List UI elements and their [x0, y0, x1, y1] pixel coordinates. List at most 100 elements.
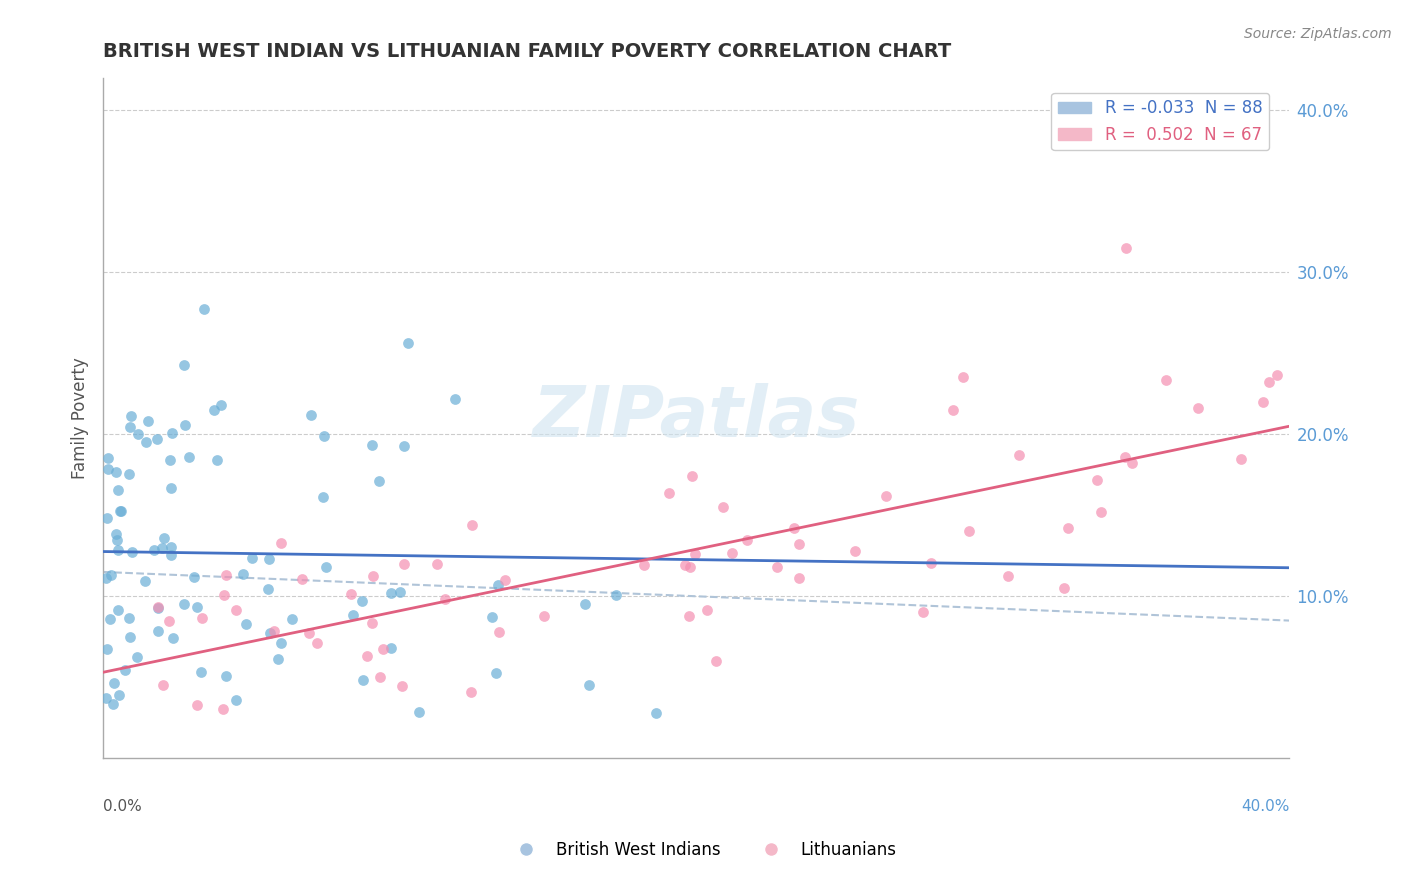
Point	[114, 663, 136, 677]
Point	[368, 670, 391, 684]
Point	[673, 558, 696, 572]
Point	[920, 556, 942, 570]
Point	[706, 655, 728, 669]
Point	[426, 557, 449, 571]
Point	[177, 450, 200, 464]
Point	[96, 511, 118, 525]
Point	[135, 435, 157, 450]
Point	[392, 557, 415, 571]
Point	[460, 518, 482, 533]
Point	[787, 572, 810, 586]
Point	[98, 611, 121, 625]
Point	[108, 504, 131, 518]
Text: Source: ZipAtlas.com: Source: ZipAtlas.com	[1244, 27, 1392, 41]
Point	[225, 693, 247, 707]
Point	[942, 403, 965, 417]
Point	[312, 490, 335, 504]
Point	[100, 567, 122, 582]
Point	[380, 640, 402, 655]
Point	[120, 630, 142, 644]
Point	[215, 568, 238, 582]
Point	[312, 429, 335, 443]
Point	[408, 705, 430, 719]
Point	[150, 541, 173, 555]
Point	[96, 641, 118, 656]
Point	[162, 426, 184, 441]
Point	[391, 679, 413, 693]
Point	[159, 481, 181, 495]
Point	[101, 697, 124, 711]
Point	[352, 594, 374, 608]
Point	[94, 691, 117, 706]
Point	[212, 702, 235, 716]
Point	[97, 450, 120, 465]
Point	[152, 678, 174, 692]
Point	[125, 650, 148, 665]
Point	[148, 624, 170, 638]
Point	[1057, 521, 1080, 535]
Point	[952, 370, 974, 384]
Point	[481, 610, 503, 624]
Point	[214, 668, 236, 682]
Point	[605, 588, 627, 602]
Point	[104, 465, 127, 479]
Point	[232, 566, 254, 581]
Point	[291, 572, 314, 586]
Point	[270, 635, 292, 649]
Point	[186, 599, 208, 614]
Point	[103, 675, 125, 690]
Point	[633, 558, 655, 572]
Point	[533, 609, 555, 624]
Point	[683, 547, 706, 561]
Point	[444, 392, 467, 407]
Point	[1008, 448, 1031, 462]
Point	[679, 560, 702, 574]
Point	[142, 543, 165, 558]
Point	[118, 420, 141, 434]
Point	[356, 648, 378, 663]
Point	[460, 685, 482, 699]
Point	[494, 573, 516, 587]
Text: BRITISH WEST INDIAN VS LITHUANIAN FAMILY POVERTY CORRELATION CHART: BRITISH WEST INDIAN VS LITHUANIAN FAMILY…	[103, 42, 952, 61]
Point	[173, 598, 195, 612]
Point	[105, 533, 128, 548]
Point	[361, 438, 384, 452]
Point	[118, 610, 141, 624]
Point	[240, 551, 263, 566]
Point	[307, 636, 329, 650]
Point	[1187, 401, 1209, 416]
Point	[380, 586, 402, 600]
Point	[110, 503, 132, 517]
Point	[263, 624, 285, 639]
Point	[1251, 394, 1274, 409]
Point	[678, 609, 700, 624]
Point	[104, 526, 127, 541]
Point	[696, 603, 718, 617]
Point	[160, 540, 183, 554]
Point	[352, 673, 374, 687]
Point	[146, 601, 169, 615]
Point	[159, 453, 181, 467]
Point	[183, 570, 205, 584]
Point	[1257, 376, 1279, 390]
Legend: R = -0.033  N = 88, R =  0.502  N = 67: R = -0.033 N = 88, R = 0.502 N = 67	[1052, 93, 1270, 151]
Point	[912, 605, 935, 619]
Point	[681, 469, 703, 483]
Point	[209, 399, 232, 413]
Point	[134, 574, 156, 588]
Point	[1090, 505, 1112, 519]
Point	[299, 409, 322, 423]
Point	[127, 426, 149, 441]
Point	[190, 611, 212, 625]
Point	[433, 591, 456, 606]
Point	[118, 467, 141, 482]
Point	[361, 569, 384, 583]
Point	[875, 489, 897, 503]
Point	[270, 536, 292, 550]
Point	[146, 599, 169, 614]
Point	[486, 578, 509, 592]
Point	[394, 439, 416, 453]
Point	[281, 612, 304, 626]
Point	[259, 626, 281, 640]
Legend: British West Indians, Lithuanians: British West Indians, Lithuanians	[503, 835, 903, 866]
